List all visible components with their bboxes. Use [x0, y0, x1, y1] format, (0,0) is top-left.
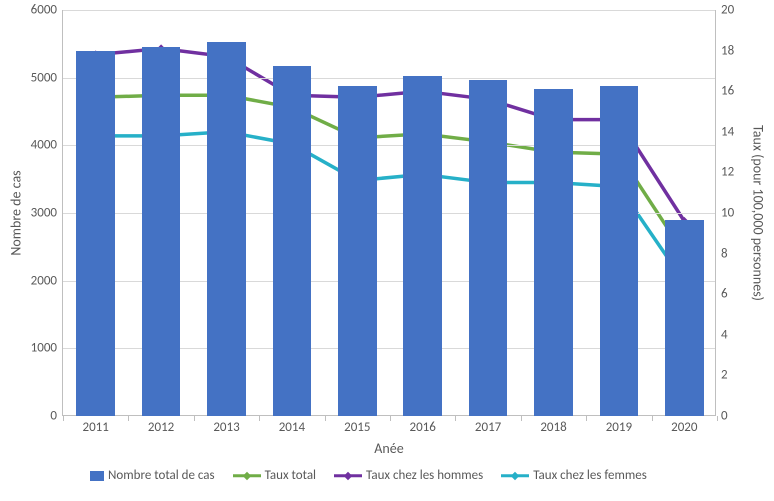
- bar: [338, 86, 377, 416]
- x-tickmark: [586, 416, 587, 421]
- x-tickmark: [652, 416, 653, 421]
- x-tick-label: 2015: [344, 416, 370, 435]
- legend-swatch-line: [501, 470, 529, 482]
- legend-item: Taux chez les hommes: [334, 468, 483, 483]
- y2-tick-label: 18: [715, 43, 734, 58]
- x-tickmark: [194, 416, 195, 421]
- legend-swatch-bar: [90, 471, 104, 481]
- y1-axis-title: Nombre de cas: [8, 170, 25, 255]
- chart: 0100020003000400050006000024681012141618…: [0, 0, 774, 501]
- bar: [534, 89, 573, 416]
- x-axis-title: Anée: [374, 440, 403, 457]
- legend-label: Taux chez les hommes: [366, 468, 483, 483]
- x-tickmark: [455, 416, 456, 421]
- y1-tick-label: 4000: [31, 138, 63, 153]
- legend-swatch-line: [334, 470, 362, 482]
- x-tick-label: 2020: [671, 416, 697, 435]
- x-tick-label: 2016: [410, 416, 436, 435]
- y2-tick-label: 14: [715, 124, 734, 139]
- x-tickmark: [259, 416, 260, 421]
- legend-marker-icon: [242, 471, 250, 479]
- x-tickmark: [390, 416, 391, 421]
- y1-tick-label: 2000: [31, 273, 63, 288]
- bar: [665, 220, 704, 416]
- x-tickmark: [521, 416, 522, 421]
- y2-tick-label: 2: [715, 368, 728, 383]
- legend-item: Taux chez les femmes: [501, 468, 647, 483]
- y2-axis-title: Taux (pour 100,000 personnes): [750, 125, 767, 301]
- legend-item: Nombre total de cas: [90, 468, 215, 483]
- x-tickmark: [63, 416, 64, 421]
- legend-item: Taux total: [233, 468, 316, 483]
- legend: Nombre total de cas Taux total Taux chez l…: [90, 468, 647, 483]
- y2-tick-label: 10: [715, 206, 734, 221]
- x-tick-label: 2014: [279, 416, 305, 435]
- legend-label: Nombre total de cas: [108, 468, 215, 483]
- x-tickmark: [325, 416, 326, 421]
- y1-tick-label: 1000: [31, 341, 63, 356]
- y1-tick-label: 3000: [31, 206, 63, 221]
- bar: [142, 47, 181, 416]
- bar: [207, 42, 246, 416]
- bar: [403, 76, 442, 416]
- y2-tick-label: 16: [715, 84, 734, 99]
- x-tick-label: 2017: [475, 416, 501, 435]
- y1-tick-label: 5000: [31, 70, 63, 85]
- plot-area: 0100020003000400050006000024681012141618…: [62, 10, 716, 416]
- y2-tick-label: 4: [715, 327, 728, 342]
- x-tick-label: 2019: [606, 416, 632, 435]
- legend-swatch-line: [233, 470, 261, 482]
- y2-tick-label: 6: [715, 287, 728, 302]
- bar: [469, 80, 508, 416]
- y1-tick-label: 6000: [31, 3, 63, 18]
- legend-label: Taux total: [265, 468, 316, 483]
- x-tick-label: 2011: [83, 416, 109, 435]
- bar: [600, 86, 639, 416]
- x-tickmark: [128, 416, 129, 421]
- y1-tick-label: 0: [50, 409, 63, 424]
- x-tickmark: [717, 416, 718, 421]
- gridline: [63, 10, 715, 11]
- y2-tick-label: 12: [715, 165, 734, 180]
- x-tick-label: 2018: [540, 416, 566, 435]
- legend-marker-icon: [344, 471, 352, 479]
- bar: [273, 66, 312, 417]
- x-tick-label: 2013: [213, 416, 239, 435]
- legend-marker-icon: [511, 471, 519, 479]
- y2-tick-label: 20: [715, 3, 734, 18]
- legend-label: Taux chez les femmes: [533, 468, 647, 483]
- y2-tick-label: 8: [715, 246, 728, 261]
- bar: [76, 51, 115, 416]
- x-tick-label: 2012: [148, 416, 174, 435]
